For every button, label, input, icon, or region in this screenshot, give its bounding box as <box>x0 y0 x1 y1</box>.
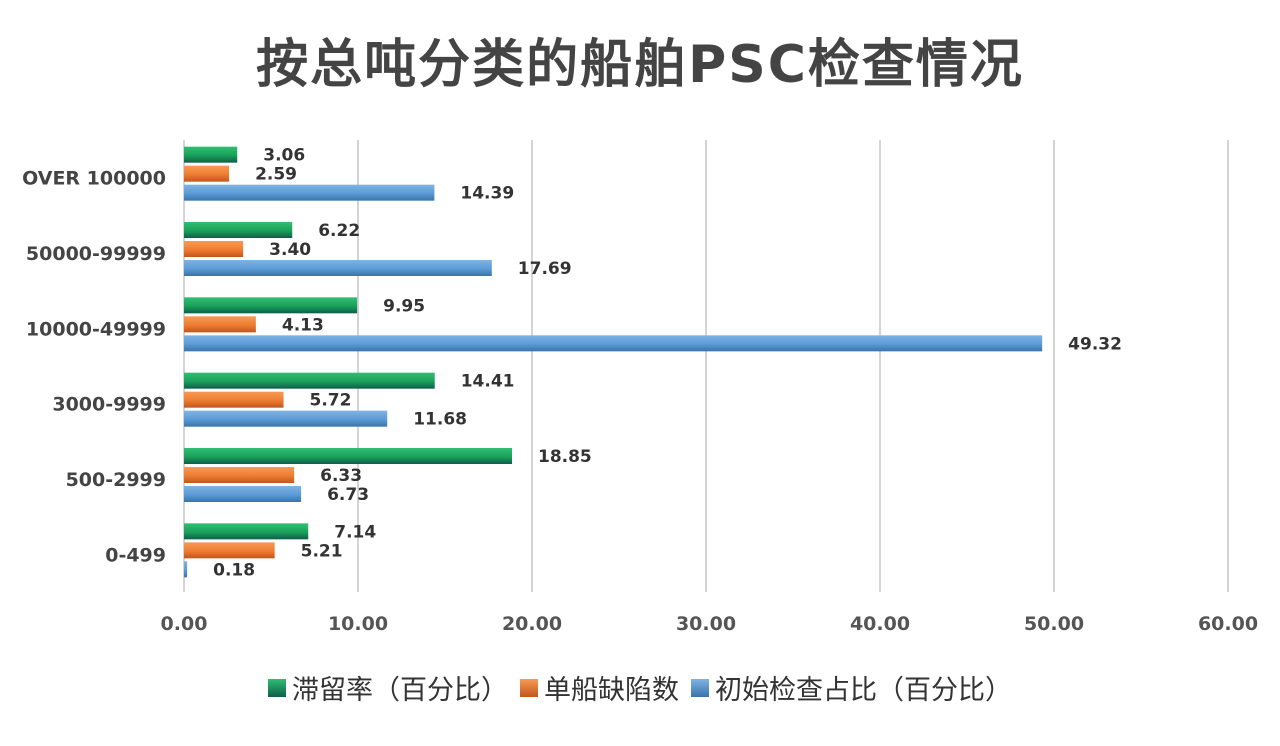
bar[interactable] <box>184 165 230 182</box>
bar[interactable] <box>184 448 512 464</box>
data-label: 7.14 <box>334 522 376 542</box>
data-label: 6.73 <box>327 485 369 505</box>
bar[interactable] <box>184 222 293 238</box>
bar[interactable] <box>184 335 1043 352</box>
chart-title: 按总吨分类的船舶PSC检查情况 <box>256 35 1024 95</box>
legend-item-detention-rate[interactable]: 滞留率（百分比） <box>268 668 508 707</box>
bar[interactable] <box>184 542 275 559</box>
data-label: 5.72 <box>310 391 352 411</box>
legend-label: 滞留率（百分比） <box>292 675 508 706</box>
x-tick-label: 20.00 <box>502 613 562 635</box>
legend-swatch-blue <box>691 678 709 697</box>
data-label: 9.95 <box>383 296 425 316</box>
category-label: OVER 100000 <box>22 168 166 190</box>
bar[interactable] <box>184 146 238 163</box>
legend-item-initial-inspection[interactable]: 初始检查占比（百分比） <box>691 668 1012 707</box>
x-tick-label: 60.00 <box>1198 613 1258 635</box>
data-label: 18.85 <box>538 447 592 467</box>
category-axis: 0-499 500-2999 3000-9999 10000-49999 50000-9… <box>22 168 166 567</box>
bar[interactable] <box>184 410 388 427</box>
data-labels: 7.145.21 0.18 18.85 6.336.73 14.41 5.72 11.68 9… <box>213 146 1122 581</box>
bars <box>184 146 1043 578</box>
x-tick-label: 50.00 <box>1024 613 1084 635</box>
x-tick-label: 0.00 <box>161 613 208 635</box>
x-tick-label: 10.00 <box>328 613 388 635</box>
category-label: 3000-9999 <box>52 394 166 416</box>
bar[interactable] <box>184 486 302 502</box>
bar[interactable] <box>184 391 284 408</box>
data-label: 3.06 <box>263 146 305 166</box>
bar[interactable] <box>184 523 309 540</box>
grid-lines <box>183 140 1229 592</box>
data-label: 49.32 <box>1068 334 1122 354</box>
x-tick-label: 30.00 <box>676 613 736 635</box>
bar[interactable] <box>184 241 244 257</box>
value-axis: 0.00 10.00 20.00 30.00 40.00 50.00 60.00 <box>161 613 1259 635</box>
legend-swatch-green <box>268 678 286 697</box>
data-label: 14.39 <box>460 184 514 204</box>
data-label: 3.40 <box>269 240 311 260</box>
legend: 滞留率（百分比） 单船缺陷数 初始检查占比（百分比） <box>0 668 1280 707</box>
legend-label: 单船缺陷数 <box>544 675 679 706</box>
category-label: 0-499 <box>105 544 166 566</box>
data-label: 5.21 <box>301 541 343 561</box>
legend-swatch-orange <box>520 678 538 697</box>
category-label: 50000-99999 <box>26 243 166 265</box>
bar[interactable] <box>184 561 188 578</box>
data-label: 4.13 <box>282 315 324 335</box>
bar[interactable] <box>184 467 295 483</box>
category-label: 10000-49999 <box>26 318 166 340</box>
category-label: 500-2999 <box>66 469 166 491</box>
bar[interactable] <box>184 184 435 201</box>
data-label: 6.33 <box>320 466 362 486</box>
data-label: 14.41 <box>461 372 515 392</box>
data-label: 17.69 <box>518 259 572 279</box>
legend-item-deficiencies[interactable]: 单船缺陷数 <box>520 668 679 707</box>
x-tick-label: 40.00 <box>850 613 910 635</box>
bar[interactable] <box>184 260 492 276</box>
bar[interactable] <box>184 372 435 389</box>
legend-label: 初始检查占比（百分比） <box>715 675 1012 706</box>
bar[interactable] <box>184 297 358 314</box>
data-label: 0.18 <box>213 560 255 580</box>
data-label: 6.22 <box>318 221 360 241</box>
data-label: 2.59 <box>255 165 297 185</box>
bar[interactable] <box>184 316 256 333</box>
data-label: 11.68 <box>413 410 467 430</box>
